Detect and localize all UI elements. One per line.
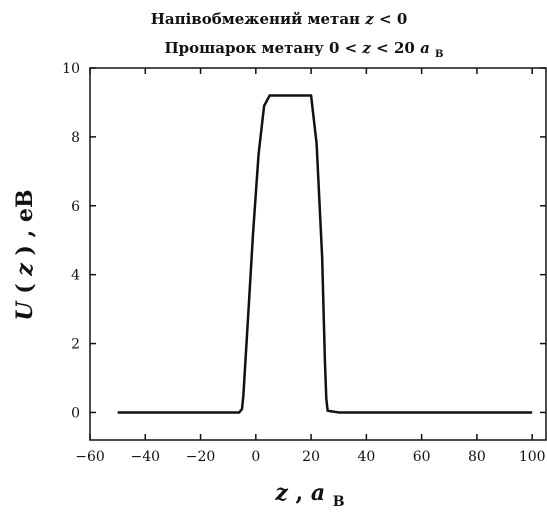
- title-2-math-a: 0 <: [329, 39, 362, 57]
- x-tick-label: 60: [413, 449, 431, 465]
- x-axis-label: z , a B: [274, 480, 344, 510]
- title-1-var: z: [364, 10, 374, 28]
- chart-title-line-2: Прошарок метану 0 < z < 20 a B: [165, 39, 444, 60]
- y-label-open: (: [12, 283, 38, 293]
- y-tick-label: 0: [71, 405, 80, 421]
- y-label-var: z: [12, 263, 38, 277]
- x-label-sep: ,: [296, 480, 311, 506]
- title-1-text: Напівобмежений метан: [151, 10, 360, 28]
- y-axis-label: U ( z ) , eB: [12, 189, 38, 320]
- x-tick-label: −60: [75, 449, 105, 465]
- y-tick-label: 2: [71, 337, 80, 353]
- y-label-close: ): [12, 245, 38, 255]
- y-tick-label: 6: [71, 199, 80, 215]
- title-2-text: Прошарок метану: [165, 39, 325, 57]
- title-2-var: z: [361, 39, 371, 57]
- x-tick-label: 0: [251, 449, 260, 465]
- chart-title-line-1: Напівобмежений метан z < 0: [151, 10, 408, 28]
- x-tick-label: 40: [357, 449, 375, 465]
- title-2-a-sym: a: [420, 39, 430, 57]
- x-tick-label: 100: [519, 449, 546, 465]
- title-2-sub: B: [435, 49, 443, 60]
- x-label-var: z: [274, 480, 288, 506]
- x-tick-label: 80: [468, 449, 486, 465]
- y-axis-ticks: 0 2 4 6 8 10: [62, 61, 546, 421]
- x-tick-label: 20: [302, 449, 320, 465]
- title-1-rest: < 0: [379, 10, 407, 28]
- y-label-fn: U: [12, 300, 38, 321]
- plot-frame: [89, 67, 547, 441]
- series-line: [117, 94, 533, 414]
- y-tick-label: 10: [62, 61, 80, 77]
- x-axis-ticks: −60 −40 −20 0 20 40 60 80 100: [75, 68, 546, 465]
- y-tick-label: 8: [71, 130, 80, 146]
- x-label-sub: B: [333, 494, 345, 510]
- y-tick-label: 4: [71, 268, 80, 284]
- title-2-math-b: < 20: [376, 39, 415, 57]
- y-label-rest: , eB: [12, 189, 38, 237]
- x-tick-label: −20: [186, 449, 216, 465]
- x-label-unit: a: [311, 480, 325, 506]
- x-tick-label: −40: [130, 449, 160, 465]
